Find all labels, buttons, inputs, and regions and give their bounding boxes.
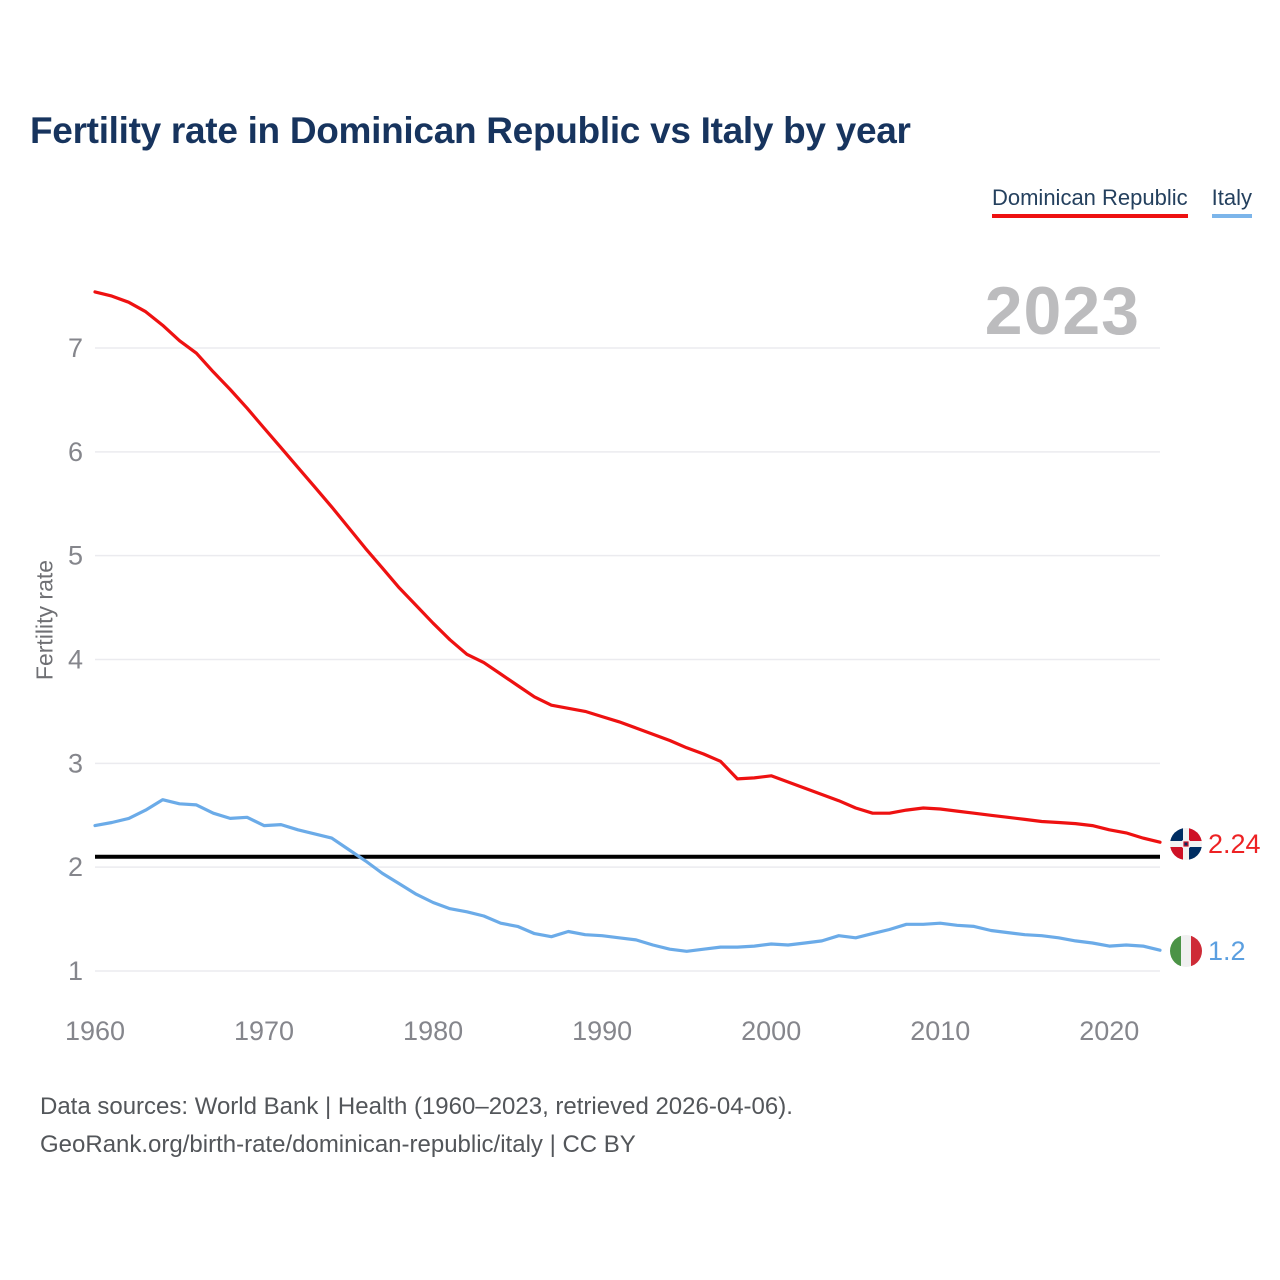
end-value-dominican-republic: 2.24 (1208, 829, 1261, 859)
fertility-line-chart: 1 2 3 4 5 6 7 1960 1970 1980 1990 2000 2010 2020 (65, 290, 1162, 1046)
series-line-dominican-republic (93, 290, 1162, 844)
y-tick-label-1: 1 (68, 956, 83, 986)
footer-line-attribution: GeoRank.org/birth-rate/dominican-republi… (40, 1131, 636, 1158)
y-tick-label-7: 7 (68, 333, 83, 363)
x-tick-label-1960: 1960 (65, 1016, 125, 1046)
footer-line-sources: Data sources: World Bank | Health (1960–… (40, 1093, 793, 1120)
italy-flag-icon (1170, 935, 1202, 967)
page-title: Fertility rate in Dominican Republic vs … (30, 110, 911, 151)
y-tick-label-2: 2 (68, 852, 83, 882)
x-tick-label-2010: 2010 (910, 1016, 970, 1046)
x-tick-label-2000: 2000 (741, 1016, 801, 1046)
y-tick-label-3: 3 (68, 748, 83, 778)
x-tick-label-1990: 1990 (572, 1016, 632, 1046)
y-tick-label-4: 4 (68, 645, 83, 675)
end-value-italy: 1.2 (1208, 936, 1246, 966)
x-tick-label-2020: 2020 (1079, 1016, 1139, 1046)
year-watermark: 2023 (984, 273, 1140, 349)
y-tick-label-5: 5 (68, 541, 83, 571)
x-tick-label-1970: 1970 (234, 1016, 294, 1046)
data-sources-footer: Data sources: World Bank | Health (1960–… (40, 1088, 793, 1164)
legend-item-dominican-republic[interactable]: Dominican Republic (991, 185, 1188, 218)
x-tick-label-1980: 1980 (403, 1016, 463, 1046)
legend-item-italy[interactable]: Italy (1211, 185, 1252, 218)
dominican-republic-flag-icon (1170, 828, 1202, 860)
series-line-italy (93, 798, 1162, 953)
chart-legend: Dominican Republic Italy (991, 185, 1252, 218)
y-tick-label-6: 6 (68, 437, 83, 467)
